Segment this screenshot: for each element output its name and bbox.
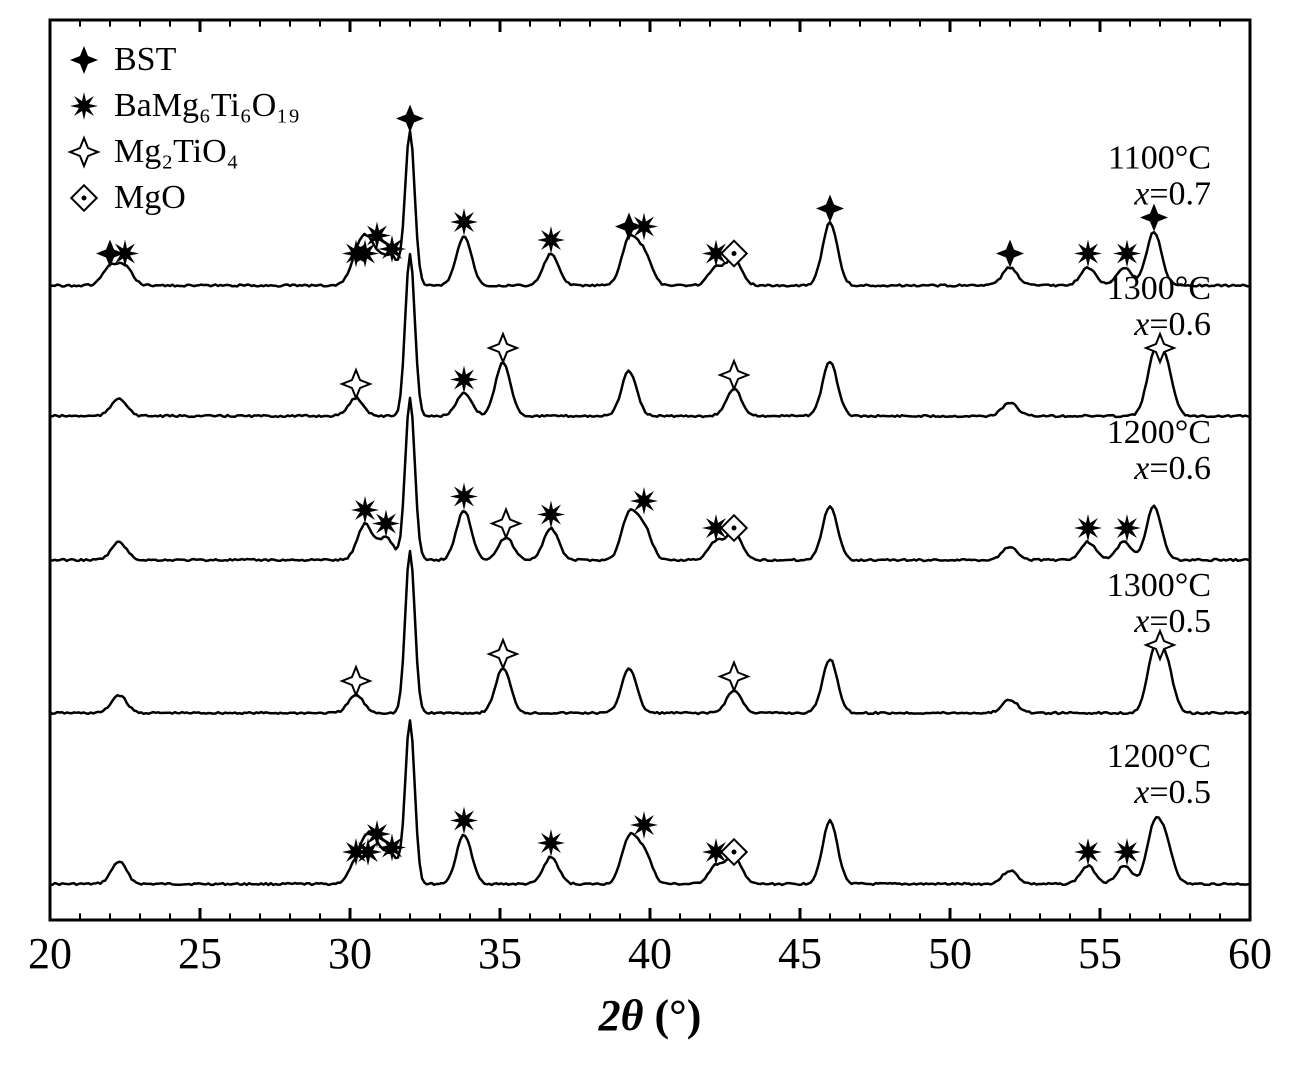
anno-temp: 1200°C xyxy=(1107,738,1211,775)
x-tick-label: 40 xyxy=(628,929,672,978)
anno-x: x=0.7 xyxy=(1133,176,1211,213)
x-tick-label: 30 xyxy=(328,929,372,978)
phase-marker xyxy=(630,213,658,241)
legend-marker xyxy=(71,185,96,210)
anno-temp: 1300°C xyxy=(1107,270,1211,307)
x-tick-label: 45 xyxy=(778,929,822,978)
phase-marker xyxy=(816,195,844,223)
x-axis-label: 2θ (°) xyxy=(598,991,702,1040)
phase-marker xyxy=(720,361,748,389)
spectrum-s3 xyxy=(50,398,1250,561)
spectrum-s1 xyxy=(50,720,1250,885)
anno-x: x=0.6 xyxy=(1133,450,1211,487)
x-tick-label: 20 xyxy=(28,929,72,978)
phase-marker xyxy=(1113,838,1141,866)
legend-label: BaMg₆Ti₆O₁₉ xyxy=(114,87,300,124)
phase-marker xyxy=(351,240,379,268)
spectrum-s4 xyxy=(50,254,1250,417)
phase-marker xyxy=(1113,514,1141,542)
legend-label: BST xyxy=(114,41,177,78)
phase-marker xyxy=(450,208,478,236)
phase-marker xyxy=(1074,514,1102,542)
phase-marker xyxy=(450,483,478,511)
x-tick-label: 55 xyxy=(1078,929,1122,978)
spectrum-s2 xyxy=(50,551,1250,714)
phase-marker xyxy=(342,667,370,695)
phase-marker xyxy=(489,640,517,668)
legend-marker xyxy=(70,46,98,74)
phase-marker xyxy=(111,240,139,268)
phase-marker xyxy=(1113,240,1141,268)
legend-label: Mg₂TiO₄ xyxy=(114,133,239,170)
phase-marker xyxy=(1074,240,1102,268)
x-tick-label: 50 xyxy=(928,929,972,978)
phase-marker xyxy=(537,829,565,857)
phase-marker xyxy=(450,807,478,835)
anno-temp: 1300°C xyxy=(1107,567,1211,604)
phase-marker xyxy=(378,235,406,263)
x-tick-label: 60 xyxy=(1228,929,1272,978)
anno-temp: 1100°C xyxy=(1108,140,1211,177)
x-tick-label: 25 xyxy=(178,929,222,978)
anno-temp: 1200°C xyxy=(1107,414,1211,451)
phase-marker xyxy=(720,663,748,691)
phase-marker xyxy=(351,496,379,524)
xrd-chart: 20 25 30 35 40 45 50 55 60 BST BaMg₆Ti₆O₁₉ Mg₂TiO₄… xyxy=(0,0,1291,1088)
phase-marker xyxy=(492,510,520,538)
phase-marker xyxy=(996,240,1024,268)
legend-marker xyxy=(70,92,98,120)
phase-marker xyxy=(342,370,370,398)
legend-marker xyxy=(70,138,98,166)
phase-marker xyxy=(378,834,406,862)
anno-x: x=0.5 xyxy=(1133,774,1211,811)
phase-marker xyxy=(396,105,424,133)
phase-marker xyxy=(630,487,658,515)
phase-marker xyxy=(489,334,517,362)
x-tick-label: 35 xyxy=(478,929,522,978)
phase-marker xyxy=(537,226,565,254)
phase-marker xyxy=(450,366,478,394)
phase-marker xyxy=(1074,838,1102,866)
anno-x: x=0.5 xyxy=(1133,603,1211,640)
phase-marker xyxy=(372,510,400,538)
legend-label: MgO xyxy=(114,179,186,216)
phase-marker xyxy=(630,811,658,839)
anno-x: x=0.6 xyxy=(1133,306,1211,343)
phase-marker xyxy=(537,501,565,529)
